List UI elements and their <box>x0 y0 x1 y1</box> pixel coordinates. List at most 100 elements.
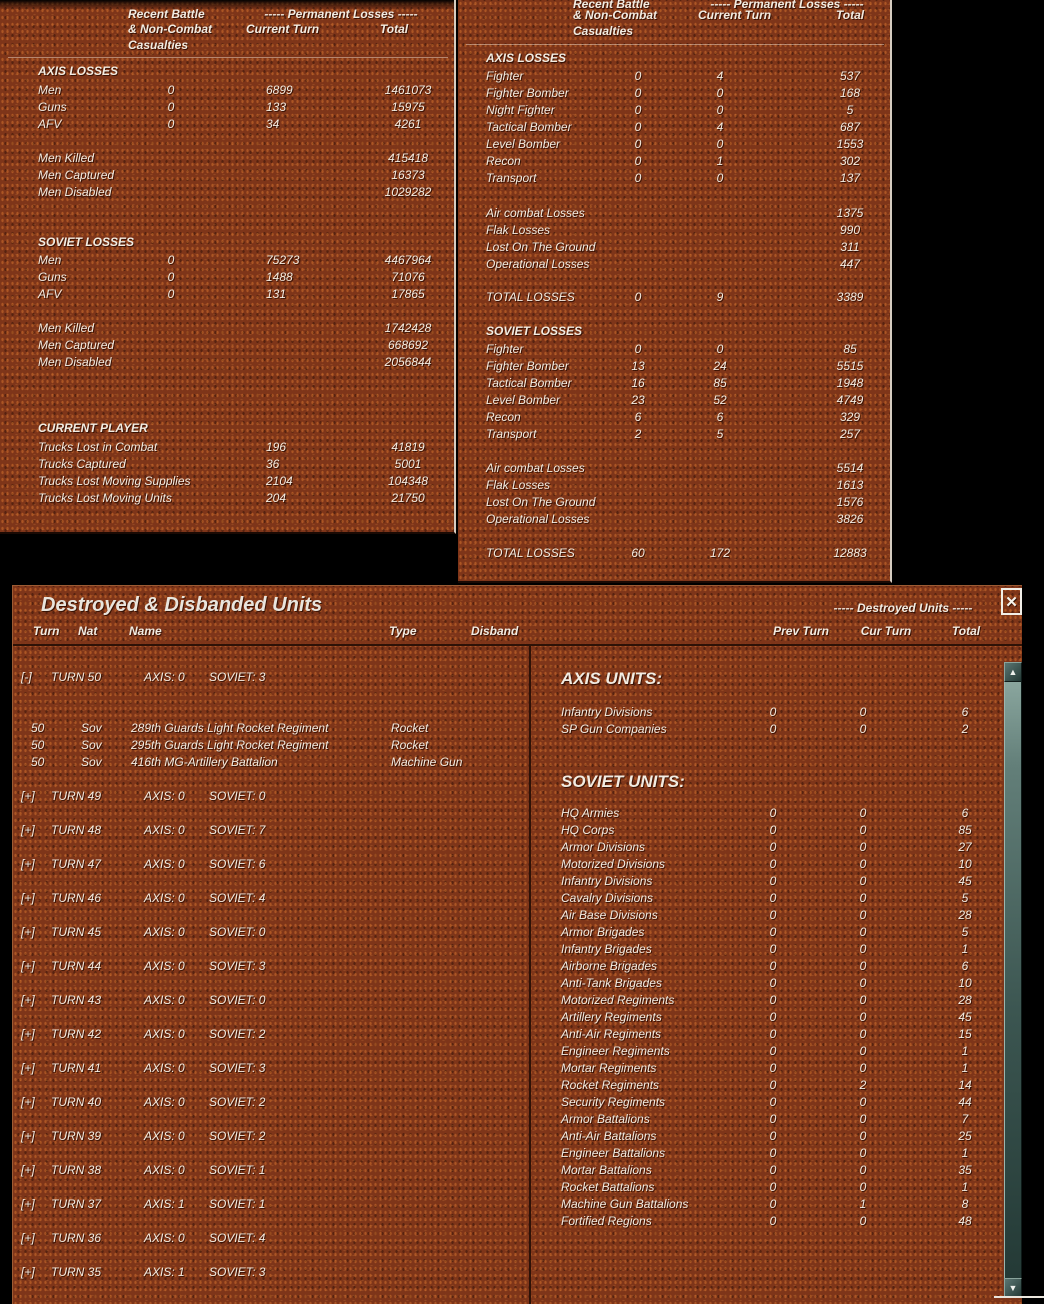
turn-group-row[interactable]: [+] TURN 48 AXIS: 0 SOVIET: 7 <box>13 822 529 839</box>
expander-icon[interactable]: [+] <box>21 857 35 871</box>
total-value: 5 <box>961 891 969 905</box>
turn-group-row[interactable]: [+] TURN 35 AXIS: 1 SOVIET: 3 <box>13 1264 529 1281</box>
expander-icon[interactable]: [+] <box>21 823 35 837</box>
loss-total-value: 1948 <box>836 376 864 390</box>
expander-icon[interactable]: [+] <box>21 1129 35 1143</box>
expander-icon[interactable]: [+] <box>21 1061 35 1075</box>
unit-type-label: Motorized Divisions <box>561 857 666 871</box>
expander-icon[interactable]: [+] <box>21 1197 35 1211</box>
expander-icon[interactable]: [+] <box>21 891 35 905</box>
loss-row: AFV 0 131 17865 <box>0 286 454 303</box>
window-bottom-edge <box>994 1296 1044 1298</box>
loss-current-value: 0 <box>716 342 724 356</box>
turn-group-row[interactable]: [+] TURN 37 AXIS: 1 SOVIET: 1 <box>13 1196 529 1213</box>
loss-recent-value: 0 <box>167 117 175 131</box>
prev-turn-value: 0 <box>769 840 777 854</box>
turn-group-row[interactable]: [+] TURN 39 AXIS: 0 SOVIET: 2 <box>13 1128 529 1145</box>
unit-total-row: Rocket Battalions 0 0 1 <box>13 1179 1022 1196</box>
prev-turn-value: 0 <box>769 722 777 736</box>
scroll-up-button[interactable]: ▲ <box>1004 662 1022 682</box>
turn-group-row[interactable]: [+] TURN 46 AXIS: 0 SOVIET: 4 <box>13 890 529 907</box>
turn-group-row[interactable]: [+] TURN 45 AXIS: 0 SOVIET: 0 <box>13 924 529 941</box>
prev-turn-value: 0 <box>769 806 777 820</box>
section-title-soviet-losses: SOVIET LOSSES <box>38 235 135 249</box>
expander-icon[interactable]: [+] <box>21 993 35 1007</box>
unit-type-label: HQ Armies <box>561 806 620 820</box>
expander-icon[interactable]: [+] <box>21 789 35 803</box>
loss-row: Transport 0 0 137 <box>458 170 890 187</box>
turn-group-row[interactable]: [+] TURN 47 AXIS: 0 SOVIET: 6 <box>13 856 529 873</box>
turn-group-row[interactable]: [+] TURN 38 AXIS: 0 SOVIET: 1 <box>13 1162 529 1179</box>
turn-group-soviet-count: SOVIET: 0 <box>209 789 266 803</box>
turn-group-row[interactable]: [+] TURN 42 AXIS: 0 SOVIET: 2 <box>13 1026 529 1043</box>
turn-group-row[interactable]: [+] TURN 36 AXIS: 0 SOVIET: 4 <box>13 1230 529 1247</box>
expander-icon[interactable]: [+] <box>21 1231 35 1245</box>
close-button[interactable]: ✕ <box>1001 588 1022 615</box>
expander-icon[interactable]: [-] <box>21 670 32 684</box>
expander-icon[interactable]: [+] <box>21 925 35 939</box>
scroll-down-button[interactable]: ▼ <box>1004 1278 1022 1298</box>
turn-group-axis-count: AXIS: 0 <box>144 891 185 905</box>
turn-group-row[interactable]: [+] TURN 40 AXIS: 0 SOVIET: 2 <box>13 1094 529 1111</box>
column-header-recent-line3: Casualties <box>128 38 189 52</box>
expander-icon[interactable]: [+] <box>21 1095 35 1109</box>
axis-ground-detail-rows: Men Killed 415418 Men Captured 16373 Men… <box>0 150 454 201</box>
unit-type-label: Engineer Battalions <box>561 1146 666 1160</box>
loss-total-value: 5514 <box>836 461 864 475</box>
expander-icon[interactable]: [+] <box>21 1027 35 1041</box>
loss-row: Night Fighter 0 0 5 <box>458 102 890 119</box>
cur-turn-value: 0 <box>859 722 867 736</box>
loss-label: Operational Losses <box>486 257 590 271</box>
total-value: 1 <box>961 1044 969 1058</box>
total-value: 45 <box>958 874 972 888</box>
scrollbar-track[interactable] <box>1004 682 1022 1278</box>
loss-recent-value: 23 <box>631 393 645 407</box>
turn-group-row[interactable]: [-] TURN 50 AXIS: 0 SOVIET: 3 <box>13 669 529 686</box>
turn-group-row[interactable]: [+] TURN 44 AXIS: 0 SOVIET: 3 <box>13 958 529 975</box>
loss-label: Air combat Losses <box>486 206 585 220</box>
cur-turn-value: 1 <box>859 1197 867 1211</box>
soviet-unit-total-rows: HQ Armies 0 0 6 HQ Corps 0 0 85 Armor Di… <box>13 805 1022 1230</box>
turn-group-soviet-count: SOVIET: 3 <box>209 959 266 973</box>
unit-total-row: Armor Divisions 0 0 27 <box>13 839 1022 856</box>
loss-row: Trucks Captured 36 5001 <box>0 456 454 473</box>
unit-total-row: Cavalry Divisions 0 0 5 <box>13 890 1022 907</box>
turn-group-row[interactable]: [+] TURN 43 AXIS: 0 SOVIET: 0 <box>13 992 529 1009</box>
loss-label: Men Captured <box>38 168 115 182</box>
total-value: 7 <box>961 1112 969 1126</box>
loss-label: Tactical Bomber <box>486 376 572 390</box>
loss-row: Recon 0 1 302 <box>458 153 890 170</box>
section-title-axis-units: AXIS UNITS: <box>561 669 663 688</box>
loss-detail-row: Flak Losses 990 <box>458 222 890 239</box>
loss-row: Guns 0 1488 71076 <box>0 269 454 286</box>
section-title-soviet-losses: SOVIET LOSSES <box>486 324 583 338</box>
turn-group-row[interactable]: [+] TURN 49 AXIS: 0 SOVIET: 0 <box>13 788 529 805</box>
expander-icon[interactable]: [+] <box>21 1265 35 1279</box>
total-value: 15 <box>958 1027 972 1041</box>
loss-detail-row: Operational Losses 3826 <box>458 511 890 528</box>
loss-row: Fighter Bomber 0 0 168 <box>458 85 890 102</box>
unit-total-row: HQ Armies 0 0 6 <box>13 805 1022 822</box>
expander-icon[interactable]: [+] <box>21 1163 35 1177</box>
loss-current-value: 34 <box>266 117 280 131</box>
turn-group-axis-count: AXIS: 0 <box>144 1061 185 1075</box>
panel-top-shadow <box>0 0 454 9</box>
total-value: 1 <box>961 1146 969 1160</box>
prev-turn-value: 0 <box>769 823 777 837</box>
total-value: 48 <box>958 1214 972 1228</box>
loss-total-value: 3389 <box>836 290 864 304</box>
unit-type-label: Armor Brigades <box>561 925 645 939</box>
loss-detail-row: Men Disabled 1029282 <box>0 184 454 201</box>
loss-total-value: 168 <box>839 86 861 100</box>
prev-turn-value: 0 <box>769 1129 777 1143</box>
expander-icon[interactable]: [+] <box>21 959 35 973</box>
total-value: 85 <box>958 823 972 837</box>
turn-group-row[interactable]: [+] TURN 41 AXIS: 0 SOVIET: 3 <box>13 1060 529 1077</box>
total-value: 44 <box>958 1095 972 1109</box>
turn-group-soviet-count: SOVIET: 6 <box>209 857 266 871</box>
turn50-unit-rows: 50 Sov 289th Guards Light Rocket Regimen… <box>13 720 529 771</box>
total-value: 14 <box>958 1078 972 1092</box>
total-value: 2 <box>961 722 969 736</box>
loss-detail-row: Flak Losses 1613 <box>458 477 890 494</box>
